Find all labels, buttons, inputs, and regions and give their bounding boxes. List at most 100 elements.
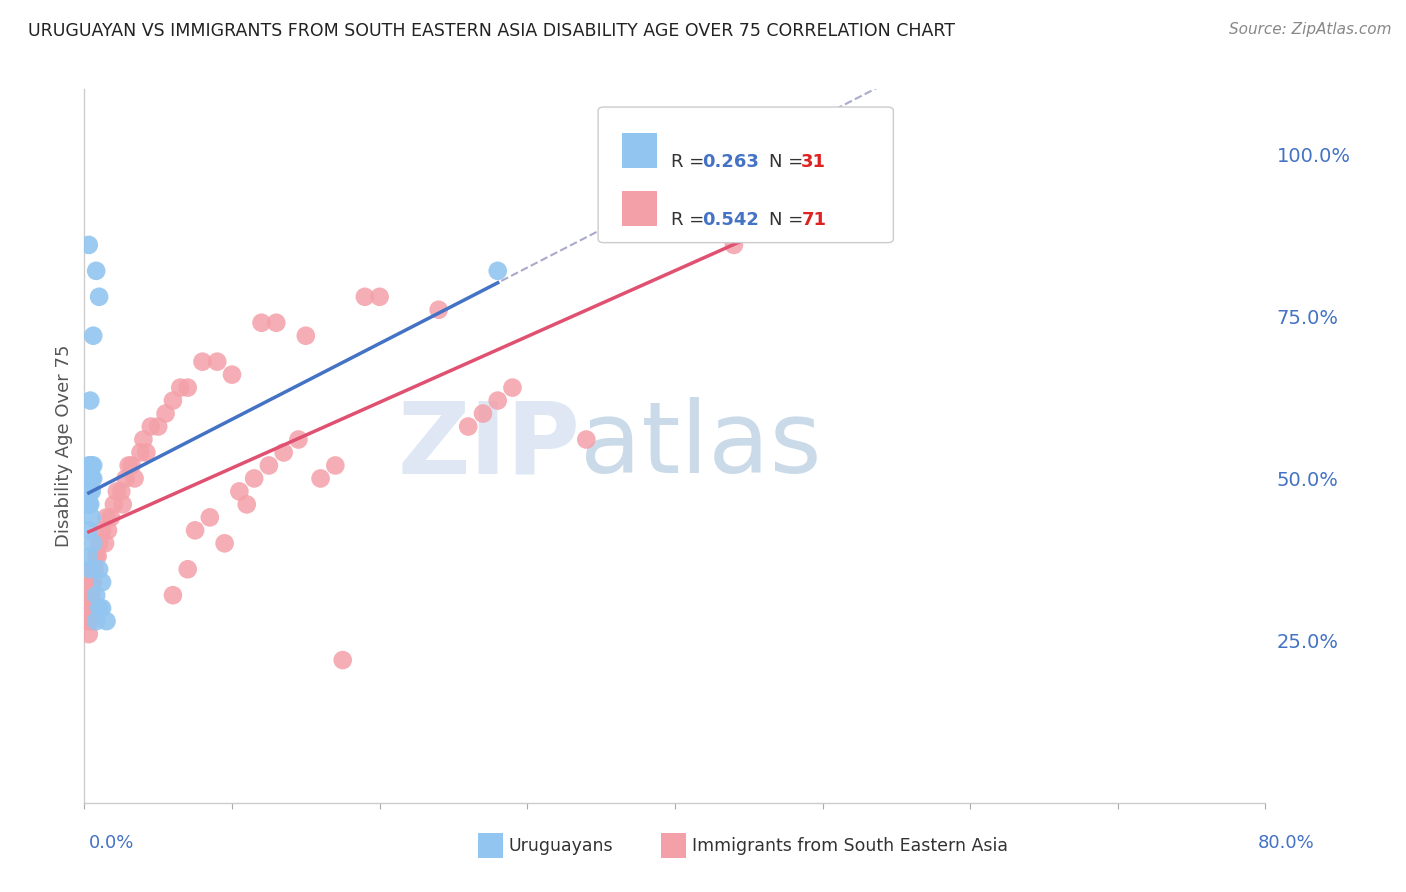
Text: atlas: atlas (581, 398, 823, 494)
Point (80, 484, 103, 499)
Point (84, 264, 107, 278)
Point (118, 458, 141, 473)
Text: Immigrants from South Eastern Asia: Immigrants from South Eastern Asia (692, 837, 1008, 855)
Text: 0.0%: 0.0% (89, 834, 134, 852)
Point (89, 290, 111, 304)
Point (91, 524, 114, 538)
Point (427, 302, 450, 317)
Point (96, 614, 118, 628)
Point (84, 549, 107, 564)
Point (77, 601, 100, 615)
Text: 80.0%: 80.0% (1258, 834, 1315, 852)
Point (77, 471, 100, 485)
Text: 71: 71 (801, 211, 827, 228)
Point (855, 134, 877, 148)
Point (162, 588, 184, 602)
Text: ZIP: ZIP (398, 398, 581, 494)
Point (177, 381, 200, 395)
Point (79, 562, 101, 576)
Point (575, 433, 598, 447)
Point (79, 497, 101, 511)
Text: 0.542: 0.542 (702, 211, 759, 228)
Point (177, 562, 200, 576)
Point (110, 484, 132, 499)
Point (100, 510, 122, 524)
Point (264, 316, 288, 330)
Y-axis label: Disability Age Over 75: Disability Age Over 75 (55, 344, 73, 548)
Point (79, 601, 101, 615)
Text: URUGUAYAN VS IMMIGRANTS FROM SOUTH EASTERN ASIA DISABILITY AGE OVER 75 CORRELATI: URUGUAYAN VS IMMIGRANTS FROM SOUTH EASTE… (28, 22, 955, 40)
Point (501, 381, 523, 395)
Point (79, 588, 101, 602)
Point (214, 536, 236, 550)
Point (83, 562, 105, 576)
Point (82, 575, 104, 590)
Point (332, 653, 354, 667)
Point (723, 238, 745, 252)
Point (191, 354, 214, 368)
Point (287, 433, 309, 447)
Point (205, 354, 228, 368)
Point (129, 445, 152, 459)
Text: N =: N = (769, 153, 810, 171)
Point (82, 562, 104, 576)
Point (77, 627, 100, 641)
Point (472, 407, 495, 421)
Point (80, 458, 103, 473)
Point (257, 458, 280, 473)
Point (79, 471, 101, 485)
Point (82, 328, 104, 343)
Point (79, 484, 101, 499)
Text: Source: ZipAtlas.com: Source: ZipAtlas.com (1229, 22, 1392, 37)
Point (84, 614, 107, 628)
Point (79, 614, 101, 628)
Point (82, 458, 104, 473)
Point (236, 497, 259, 511)
Point (111, 497, 134, 511)
Point (97, 524, 120, 538)
Point (91, 601, 114, 615)
Point (94, 536, 117, 550)
Point (243, 471, 266, 485)
FancyBboxPatch shape (598, 107, 893, 243)
Bar (621, 191, 657, 227)
Point (114, 471, 136, 485)
Point (169, 381, 191, 395)
Point (121, 458, 143, 473)
Point (77, 484, 100, 499)
Point (79, 393, 101, 408)
Point (89, 601, 111, 615)
Point (135, 445, 157, 459)
Point (80, 510, 103, 524)
Point (148, 419, 170, 434)
Point (82, 536, 104, 550)
Point (77, 458, 100, 473)
Point (162, 393, 184, 408)
Point (77, 497, 100, 511)
Point (77, 614, 100, 628)
Point (155, 407, 177, 421)
Point (105, 484, 128, 499)
Point (273, 445, 295, 459)
Point (84, 588, 107, 602)
Point (221, 368, 243, 382)
Text: R =: R = (671, 153, 710, 171)
Point (89, 562, 111, 576)
Point (89, 536, 111, 550)
Point (80, 588, 103, 602)
Point (486, 393, 509, 408)
Point (198, 510, 221, 524)
Point (457, 419, 479, 434)
Point (250, 316, 273, 330)
Text: Uruguayans: Uruguayans (509, 837, 613, 855)
Point (80, 575, 103, 590)
Point (80, 471, 103, 485)
Point (295, 328, 318, 343)
Point (354, 290, 377, 304)
Point (132, 433, 155, 447)
Text: R =: R = (671, 211, 710, 228)
Point (228, 484, 250, 499)
Text: 0.263: 0.263 (702, 153, 759, 171)
Bar (621, 133, 657, 169)
Point (77, 238, 100, 252)
